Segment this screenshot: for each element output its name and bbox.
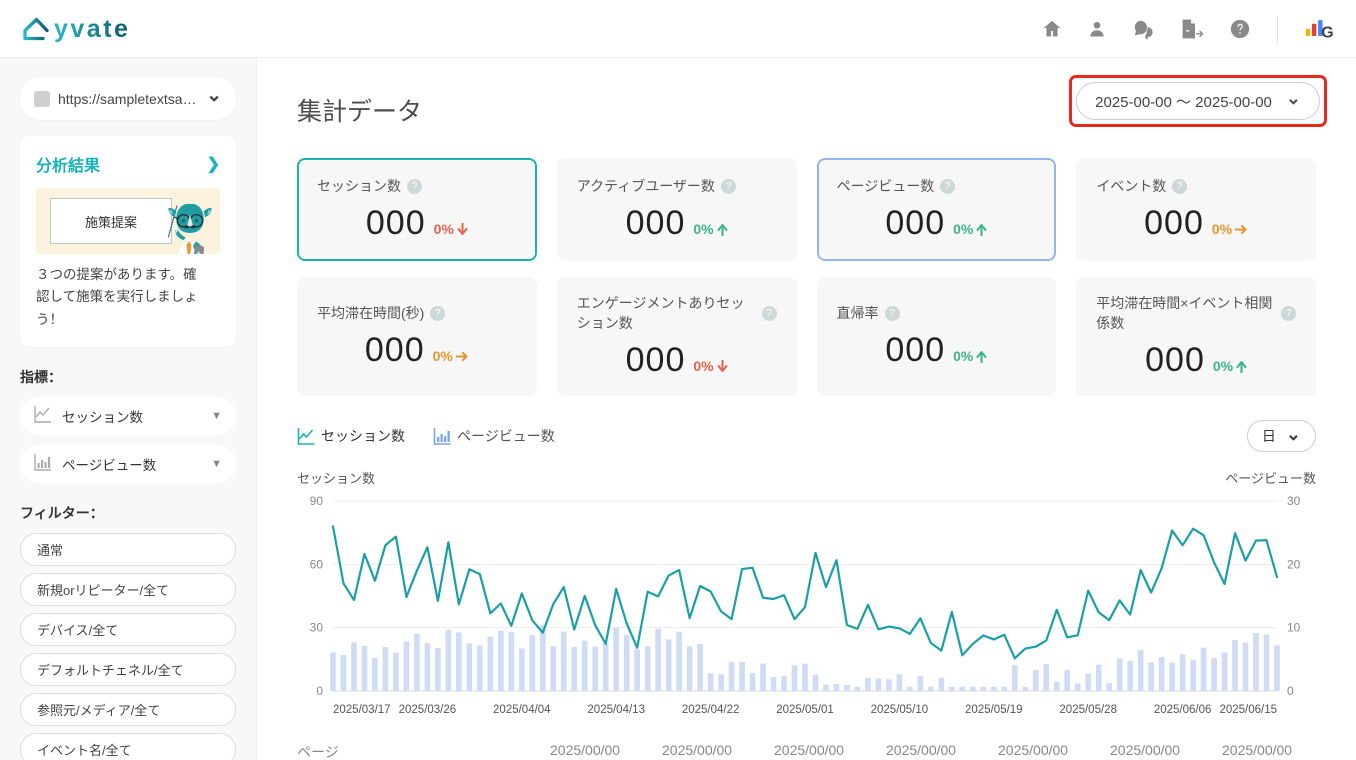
svg-text:20: 20 — [1287, 557, 1301, 571]
svg-text:2025/06/15: 2025/06/15 — [1219, 704, 1277, 716]
svg-text:2025/03/26: 2025/03/26 — [399, 704, 457, 716]
svg-text:2025/04/04: 2025/04/04 — [493, 704, 551, 716]
svg-text:60: 60 — [310, 557, 324, 571]
svg-text:2025/05/28: 2025/05/28 — [1059, 704, 1117, 716]
svg-text:0: 0 — [1287, 684, 1294, 698]
svg-text:2025/04/13: 2025/04/13 — [587, 704, 645, 716]
svg-text:2025/06/06: 2025/06/06 — [1154, 704, 1212, 716]
svg-text:90: 90 — [310, 494, 324, 508]
svg-text:2025/05/19: 2025/05/19 — [965, 704, 1023, 716]
svg-text:2025/05/10: 2025/05/10 — [871, 704, 929, 716]
svg-text:G: G — [1321, 24, 1333, 41]
svg-text:0: 0 — [316, 684, 323, 698]
svg-text:2025/03/17: 2025/03/17 — [333, 704, 391, 716]
svg-text:10: 10 — [1287, 621, 1301, 635]
svg-text:2025/05/01: 2025/05/01 — [776, 704, 834, 716]
svg-text:30: 30 — [1287, 494, 1301, 508]
svg-text:2025/04/22: 2025/04/22 — [682, 704, 740, 716]
svg-text:yvate: yvate — [54, 15, 130, 43]
svg-text:30: 30 — [310, 621, 324, 635]
